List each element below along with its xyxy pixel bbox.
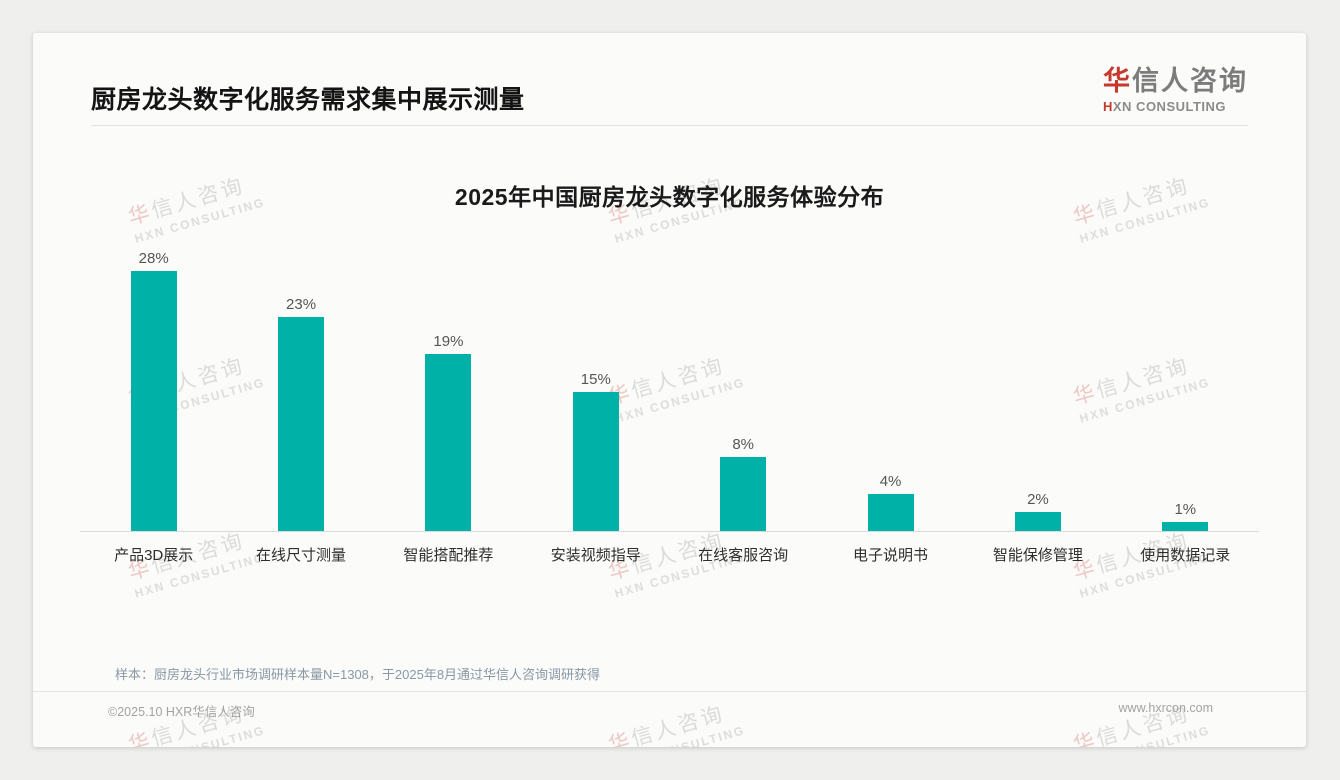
bar	[278, 317, 325, 531]
logo-chinese-name: 华信人咨询	[1103, 59, 1248, 98]
watermark-en-text: HXN CONSULTING	[133, 723, 267, 747]
card-footer: ©2025.10 HXR华信人咨询 www.hxrcon.com	[33, 692, 1306, 720]
bar-value-label: 1%	[1174, 500, 1197, 518]
logo-cn-rest: 信人咨询	[1132, 66, 1248, 96]
bar-column: 15%	[522, 370, 669, 531]
bar-value-label: 23%	[286, 296, 317, 314]
bar-chart: 28% 23% 19% 15% 8% 4% 2% 1% 产品3D展示 在线尺寸测量 智能搭配推荐 安…	[80, 231, 1259, 565]
copyright-text: ©2025.10 HXR华信人咨询	[108, 705, 255, 719]
bar	[720, 456, 767, 531]
x-axis-line	[80, 531, 1259, 532]
logo-en-rest: XN CONSULTING	[1112, 99, 1227, 114]
page-title: 厨房龙头数字化服务需求集中展示测量	[91, 86, 525, 114]
bar-value-label: 19%	[433, 333, 464, 351]
bar-column: 4%	[817, 473, 964, 531]
watermark-en-text: HXN CONSULTING	[1078, 723, 1212, 747]
card-header: 厨房龙头数字化服务需求集中展示测量 华信人咨询 HXN CONSULTING	[33, 33, 1306, 116]
category-label: 智能搭配推荐	[403, 547, 494, 564]
report-card: 华信人咨询 HXN CONSULTING 华信人咨询 HXN CONSULTING 华信…	[33, 33, 1306, 747]
bars-row: 28% 23% 19% 15% 8% 4% 2% 1%	[80, 231, 1259, 531]
bar	[572, 391, 619, 531]
footer-divider	[33, 691, 1306, 692]
category-label: 电子说明书	[853, 547, 929, 564]
bar	[130, 270, 177, 531]
category-labels-row: 产品3D展示 在线尺寸测量 智能搭配推荐 安装视频指导 在线客服咨询 电子说明书 智能保修管…	[80, 544, 1259, 565]
category-label: 在线客服咨询	[698, 547, 789, 564]
bar-column: 28%	[80, 250, 227, 531]
bar-value-label: 2%	[1027, 491, 1049, 509]
bar	[425, 354, 472, 531]
category-label: 智能保修管理	[992, 547, 1083, 564]
website-url: www.hxrcon.com	[1118, 701, 1213, 715]
bar-column: 23%	[227, 296, 374, 531]
chart-title: 2025年中国厨房龙头数字化服务体验分布	[454, 184, 885, 210]
bar	[1014, 512, 1061, 531]
logo-en-accent: H	[1103, 99, 1113, 114]
bar	[867, 493, 914, 531]
bar	[1162, 521, 1209, 531]
logo-cn-accent: 华	[1103, 66, 1132, 96]
bar-value-label: 15%	[580, 370, 611, 388]
bar-column: 8%	[670, 436, 817, 531]
bar-value-label: 28%	[138, 249, 169, 267]
watermark-en-text: HXN CONSULTING	[613, 723, 747, 747]
logo-english-name: HXN CONSULTING	[1103, 99, 1248, 114]
bar-value-label: 8%	[732, 435, 755, 453]
bar-value-label: 4%	[879, 472, 902, 490]
bar-column: 19%	[375, 333, 522, 531]
bar-column: 1%	[1112, 501, 1259, 531]
bar-column: 2%	[964, 491, 1111, 531]
sample-note: 样本：厨房龙头行业市场调研样本量N=1308，于2025年8月通过华信人咨询调研…	[115, 667, 601, 682]
company-logo: 华信人咨询 HXN CONSULTING	[1103, 59, 1248, 114]
category-label: 产品3D展示	[114, 547, 194, 564]
category-label: 安装视频指导	[550, 547, 641, 564]
category-label: 使用数据记录	[1140, 547, 1231, 564]
header-divider	[91, 125, 1248, 126]
category-label: 在线尺寸测量	[256, 547, 347, 564]
